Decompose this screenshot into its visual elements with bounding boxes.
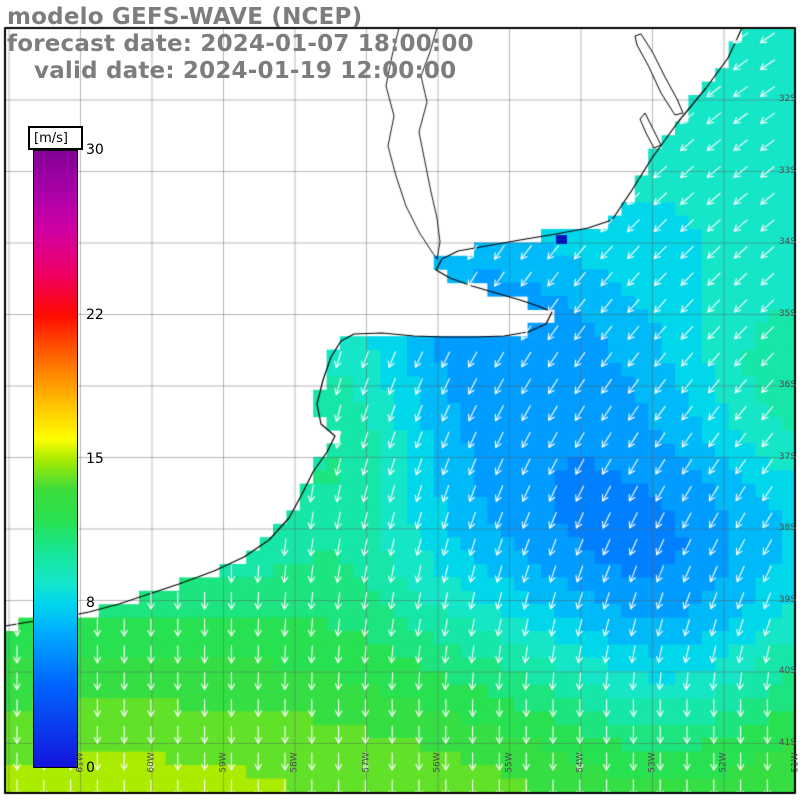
forecast-date: forecast date: 2024-01-07 18:00:00 (7, 31, 474, 57)
lon-label: 52W (718, 752, 729, 773)
lon-label: 61W (75, 752, 86, 773)
colorbar-tick-label: 8 (86, 595, 95, 612)
title-block: modelo GEFS-WAVE (NCEP) forecast date: 2… (7, 4, 474, 85)
lon-label: 59W (218, 752, 229, 773)
lat-label: 34S (778, 237, 796, 247)
colorbar-unit-label: [m/s] (28, 126, 83, 150)
lon-label: 60W (146, 752, 157, 773)
lat-label: 41S (778, 737, 796, 748)
colorbar-tick-label: 15 (86, 451, 104, 467)
lon-label: 55W (504, 752, 515, 773)
colorbar-tick-label: 30 (86, 142, 104, 158)
valid-date: valid date: 2024-01-19 12:00:00 (34, 58, 457, 84)
lat-label: 32S (778, 94, 796, 104)
lon-label: 51W (790, 752, 800, 773)
lat-label: 35S (778, 308, 796, 319)
colorbar-tick-label: 22 (86, 306, 104, 323)
lat-label: 38S (778, 523, 796, 533)
lat-label: 40S (778, 666, 796, 676)
model-title: modelo GEFS-WAVE (NCEP) (7, 4, 363, 30)
colorbar-gradient (33, 150, 78, 768)
lat-label: 37S (778, 451, 796, 462)
lon-label: 58W (289, 752, 300, 773)
lon-label: 56W (432, 752, 443, 773)
lat-label: 33S (778, 165, 796, 176)
lon-label: 57W (361, 752, 372, 773)
colorbar-tick-label: 0 (86, 760, 95, 776)
lat-label: 39S (778, 594, 796, 605)
lat-label: 36S (778, 380, 796, 390)
lon-label: 53W (647, 752, 658, 773)
lon-label: 54W (575, 752, 586, 773)
